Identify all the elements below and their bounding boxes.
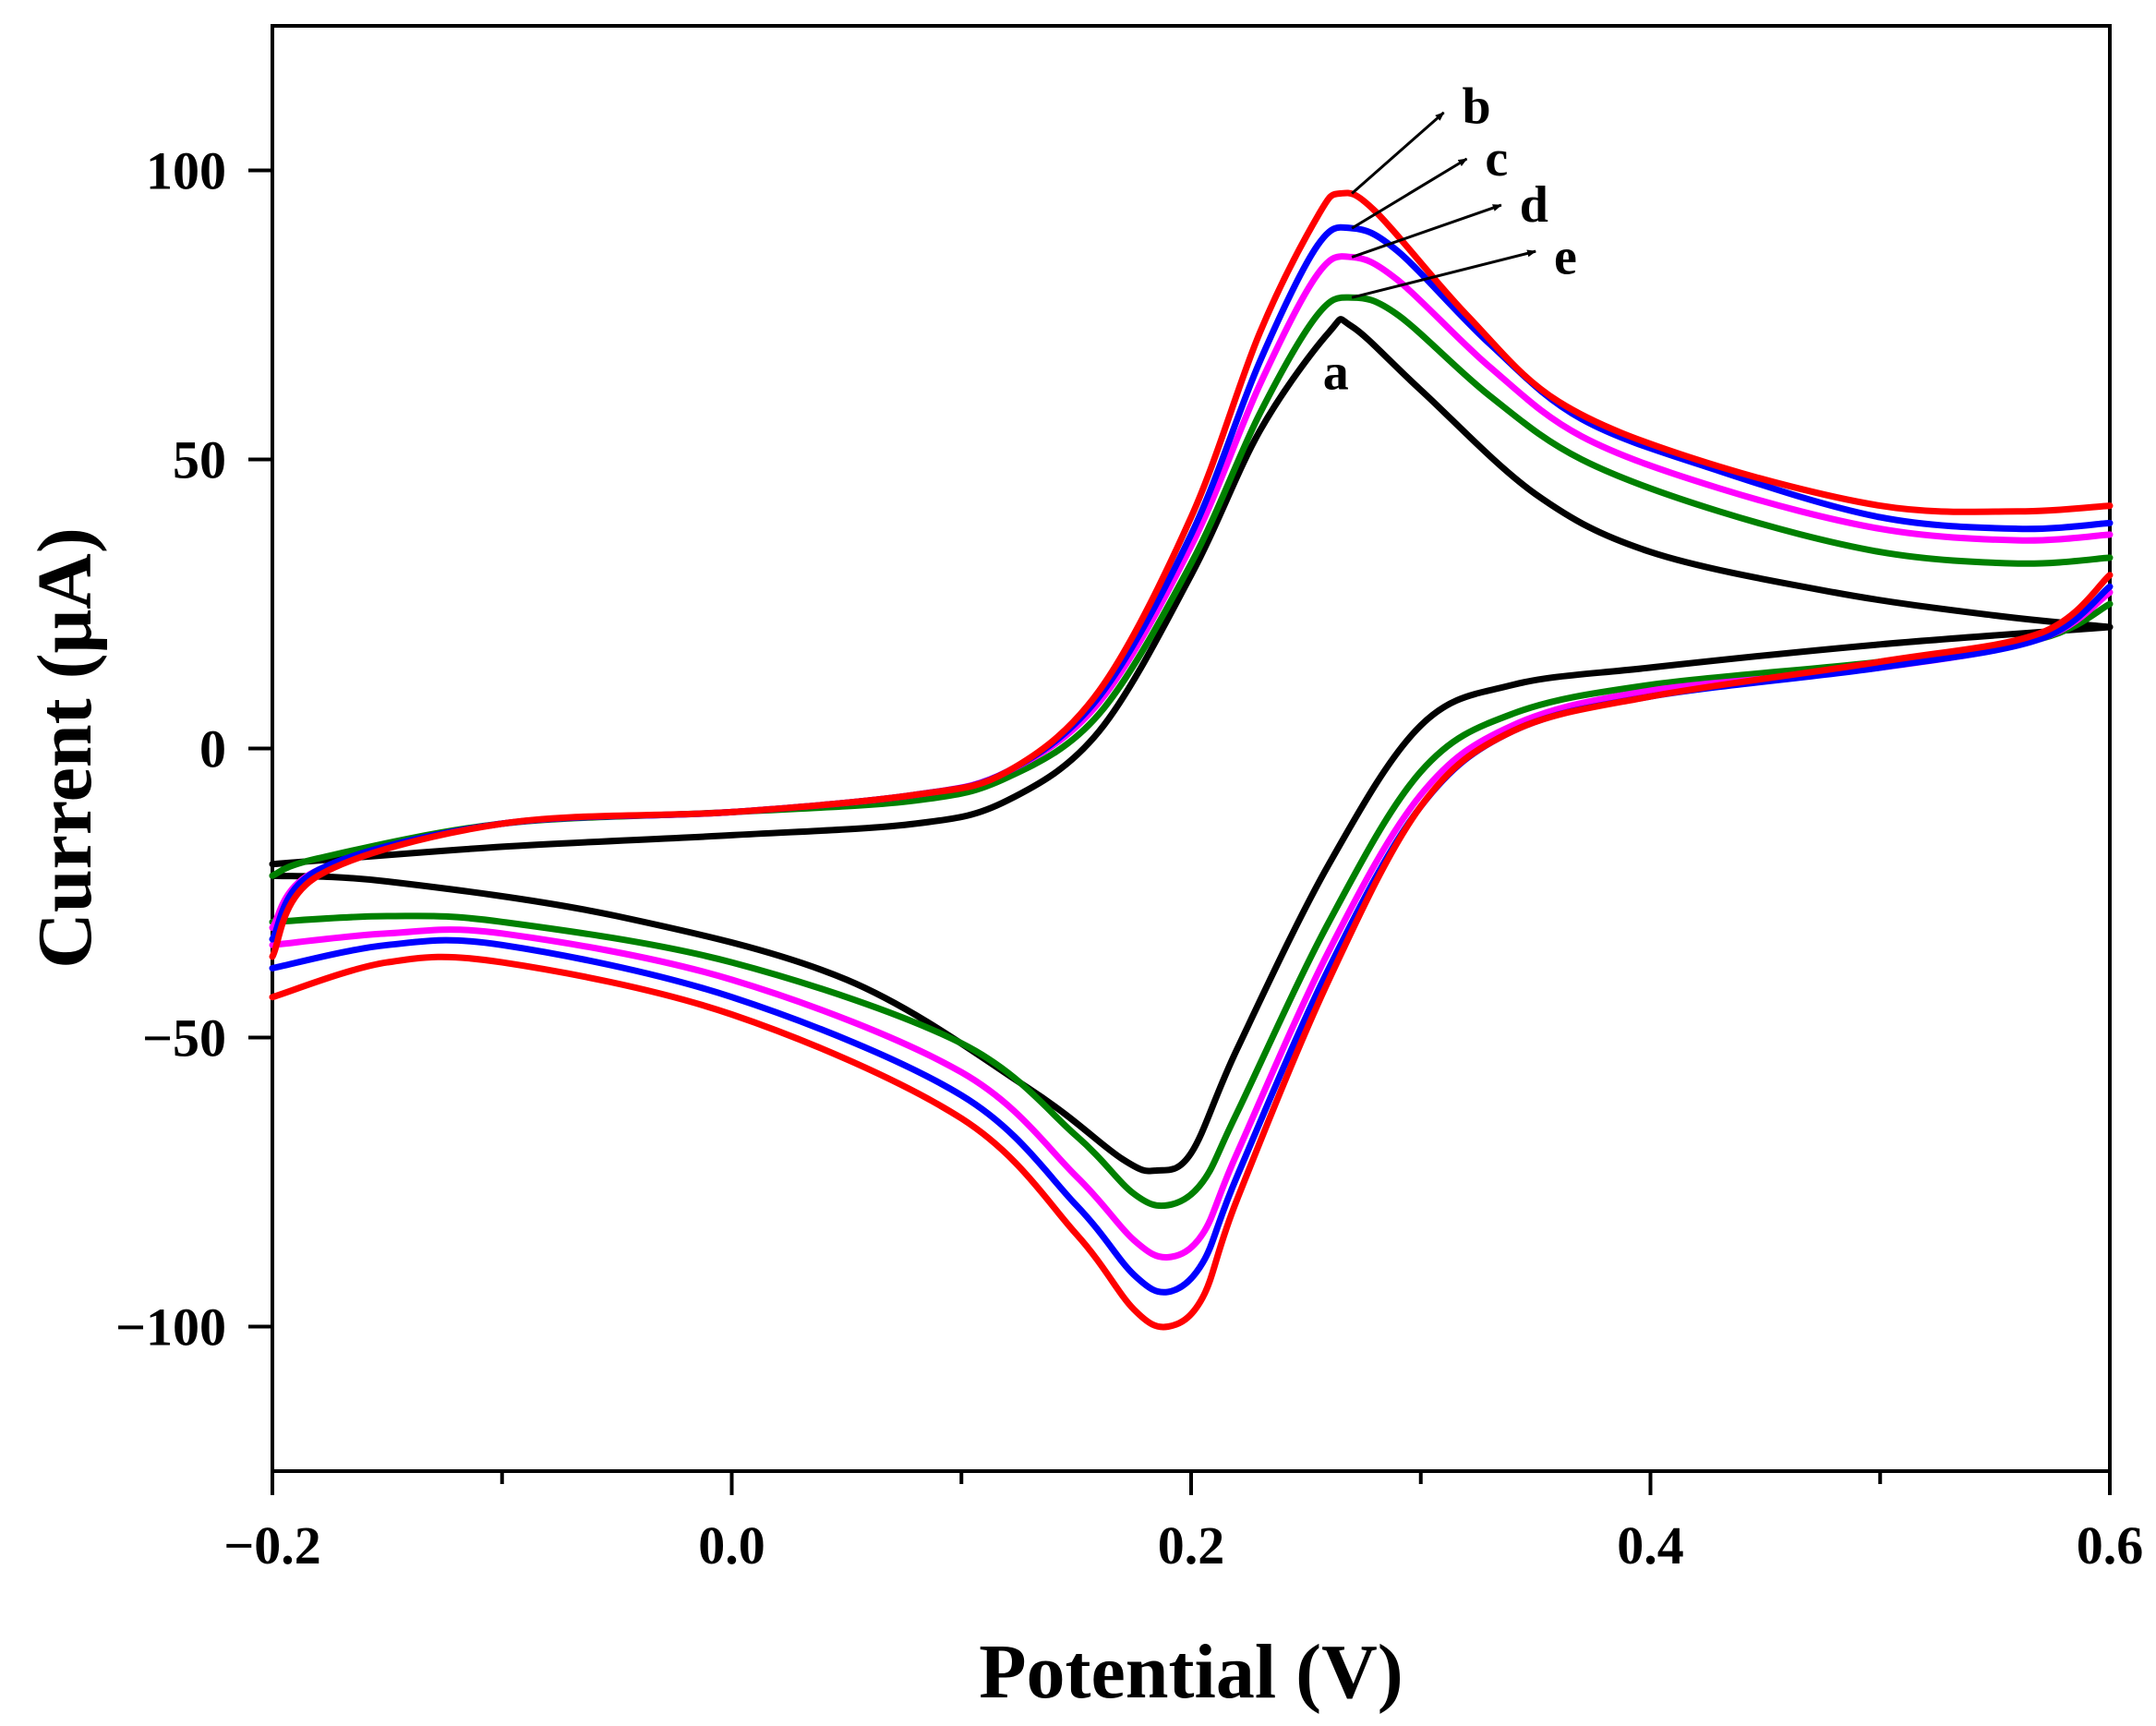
- x-tick-label: 0.4: [1617, 1515, 1684, 1575]
- y-tick-label: −100: [115, 1298, 226, 1358]
- curve-b-cathodic: [269, 572, 2114, 1331]
- curves: [269, 189, 2114, 1331]
- annotation-arrow-e: [1351, 249, 1537, 299]
- x-axis: −0.2 0.0 0.2 0.4 0.6: [223, 1471, 2143, 1575]
- annotation-label-e: e: [1554, 228, 1577, 285]
- plot-frame: [271, 24, 2112, 1473]
- x-axis-title: Potential (V): [979, 1629, 1403, 1715]
- annotation-label-b: b: [1463, 78, 1491, 136]
- x-tick-label: 0.6: [2077, 1515, 2144, 1575]
- y-tick-label: −50: [142, 1008, 226, 1068]
- x-tick-label: 0.2: [1158, 1515, 1225, 1575]
- y-tick-label: 0: [199, 719, 226, 779]
- annotation-label-a: a: [1323, 344, 1349, 402]
- curve-e-anodic: [269, 294, 2114, 879]
- x-tick-label: −0.2: [223, 1515, 321, 1575]
- curve-a-cathodic: [269, 623, 2114, 1175]
- annotation-arrow-c: [1351, 157, 1468, 230]
- annotation-label-c: c: [1485, 130, 1508, 187]
- annotation-arrow-d: [1351, 203, 1502, 259]
- annotation-label-d: d: [1520, 176, 1548, 234]
- curve-c-anodic: [269, 223, 2114, 943]
- y-tick-label: 100: [146, 141, 226, 201]
- y-tick-label: 50: [173, 430, 226, 490]
- annotation-arrow-b: [1351, 111, 1445, 195]
- y-axis-title: Current (μA): [22, 527, 108, 969]
- curve-a-anodic: [269, 316, 2114, 868]
- x-tick-label: 0.0: [698, 1515, 765, 1575]
- curve-e-cathodic: [269, 600, 2114, 1210]
- curve-b-anodic: [269, 189, 2114, 960]
- y-axis: −100 −50 0 50 100: [115, 141, 272, 1358]
